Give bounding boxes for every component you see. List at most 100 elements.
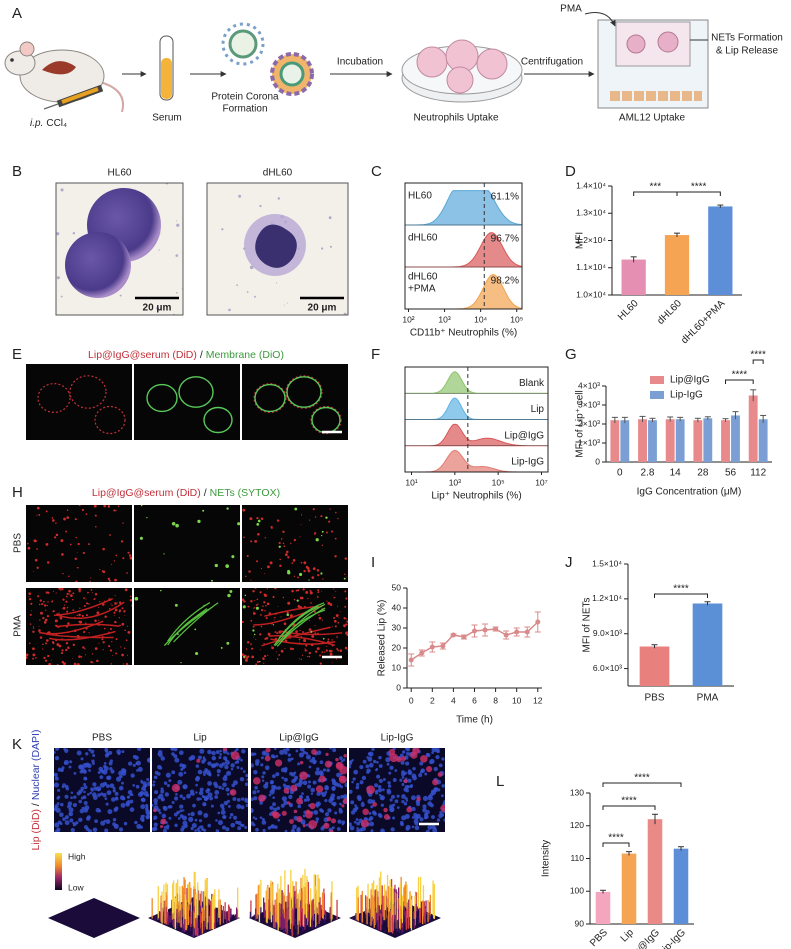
red-dot	[113, 614, 115, 616]
title-part: Lip@IgG@serum (DiD)	[92, 487, 201, 499]
red-dot	[336, 635, 338, 637]
green-dot	[322, 637, 325, 640]
nucleus-dot	[175, 793, 178, 796]
nucleus-dot	[277, 786, 281, 790]
green-dot	[321, 534, 323, 537]
lip-signal	[264, 755, 271, 762]
nucleus-dot	[264, 765, 270, 771]
red-dot	[84, 648, 86, 650]
red-dot	[68, 647, 70, 649]
red-dot	[262, 657, 265, 661]
red-dot	[72, 643, 76, 646]
red-dot	[245, 658, 248, 661]
nucleus-dot	[90, 788, 94, 792]
membrane-red	[37, 383, 71, 413]
nucleus-dot	[429, 760, 433, 765]
lip-signal	[287, 801, 291, 805]
red-dot	[119, 624, 121, 627]
y-tick-label: 1.3×10⁴	[576, 208, 606, 218]
nucleus-dot	[230, 763, 235, 768]
red-dot	[266, 617, 268, 619]
red-dot	[337, 517, 339, 520]
nucleus-dot	[310, 792, 314, 795]
nucleus-dot	[84, 805, 90, 811]
red-dot	[243, 536, 245, 538]
lip-signal	[425, 765, 433, 773]
red-dot	[313, 610, 316, 613]
nucleus-dot	[173, 796, 179, 801]
red-dot	[290, 542, 292, 545]
nucleus-dot	[281, 796, 287, 802]
red-dot	[127, 551, 130, 554]
nucleus-dot	[411, 806, 416, 812]
panel-label: I	[371, 554, 375, 571]
nucleus-dot	[405, 799, 409, 802]
nucleus-dot	[137, 766, 143, 772]
red-dot	[56, 643, 60, 646]
red-dot	[126, 625, 129, 627]
nucleus-dot	[109, 783, 115, 789]
red-dot	[63, 517, 66, 521]
red-dot	[111, 563, 113, 566]
nucleus-dot	[427, 825, 433, 830]
nucleus-dot	[73, 795, 77, 799]
red-dot	[334, 555, 337, 558]
nucleus-dot	[60, 802, 64, 807]
lip-signal	[159, 824, 164, 829]
nucleus-dot	[152, 804, 154, 807]
nucleus-dot	[350, 800, 355, 805]
red-dot	[337, 622, 340, 624]
micrograph-background	[26, 364, 132, 440]
nucleus-dot	[389, 798, 393, 802]
nucleus-dot	[313, 810, 319, 815]
red-dot	[103, 627, 106, 630]
nucleus-dot	[211, 755, 217, 761]
red-dot	[251, 647, 254, 650]
bar	[693, 420, 703, 462]
nucleus-dot	[105, 819, 111, 824]
nucleus-dot	[218, 763, 224, 768]
red-dot	[98, 619, 100, 621]
lip-signal	[403, 779, 408, 784]
nucleus-dot	[427, 801, 433, 806]
nucleus-dot	[279, 749, 285, 755]
lip-signal	[299, 771, 308, 780]
red-dot	[43, 656, 46, 660]
nucleus-dot	[331, 786, 336, 791]
nucleus-dot	[146, 811, 150, 816]
red-dot	[302, 631, 304, 633]
nucleus-dot	[406, 785, 411, 789]
nucleus-dot	[108, 761, 113, 766]
red-dot	[263, 593, 266, 596]
nucleus-dot	[190, 826, 194, 831]
nucleus-dot	[128, 761, 133, 766]
red-dot	[68, 575, 70, 578]
nucleus-dot	[362, 759, 367, 764]
red-dot	[108, 579, 111, 582]
red-dot	[298, 658, 300, 660]
nucleus-dot	[303, 798, 308, 802]
red-dot	[259, 633, 262, 636]
nucleus-dot	[184, 824, 188, 828]
red-dot	[118, 601, 122, 604]
debris	[119, 294, 122, 297]
nucleus-dot	[202, 758, 207, 762]
lip-signal	[230, 751, 240, 760]
lip-signal	[406, 806, 413, 813]
red-dot	[114, 578, 117, 582]
red-dot	[33, 570, 35, 572]
nucleus-dot	[409, 785, 413, 789]
title-part: /	[204, 487, 207, 499]
lip-signal	[416, 796, 421, 802]
transwell-illustration-part	[626, 34, 646, 54]
lip-signal	[335, 761, 343, 769]
image-title: Lip (DiD) / Nuclear (DAPI)	[30, 730, 42, 851]
nucleus-dot	[112, 818, 117, 822]
nucleus-dot	[356, 794, 362, 800]
nucleus-dot	[400, 760, 405, 765]
nucleus-dot	[368, 818, 372, 822]
nucleus-dot	[168, 816, 172, 820]
green-dot	[226, 507, 229, 510]
nucleus-dot	[88, 748, 92, 752]
red-dot	[91, 653, 94, 655]
